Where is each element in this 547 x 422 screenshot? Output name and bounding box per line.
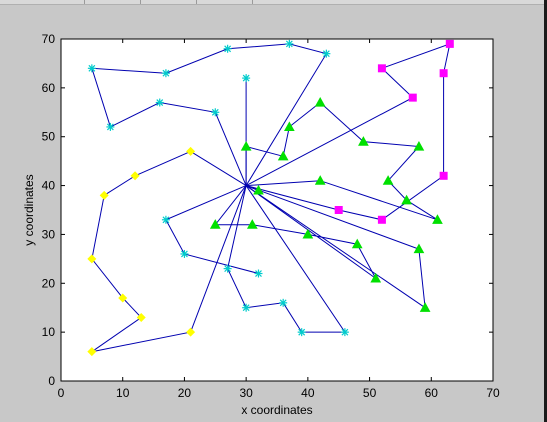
y-tick-label: 20 <box>42 276 56 290</box>
square-marker <box>334 206 343 214</box>
star-marker <box>254 269 263 278</box>
square-marker <box>439 69 448 78</box>
plot-area <box>60 38 494 382</box>
x-tick-label: 30 <box>239 386 253 400</box>
triangle-marker <box>253 184 264 195</box>
star-marker <box>161 215 170 224</box>
star-marker <box>340 328 349 337</box>
y-tick-label: 30 <box>42 227 56 241</box>
triangle-marker <box>413 140 425 151</box>
y-tick-label: 70 <box>42 32 56 46</box>
star-marker <box>106 122 115 131</box>
triangle-marker <box>283 121 295 132</box>
square-marker <box>408 93 417 102</box>
x-tick-label: 20 <box>178 386 192 400</box>
triangle-marker <box>413 243 425 254</box>
point-marker <box>99 190 109 200</box>
triangle-marker <box>382 175 394 185</box>
point-marker <box>186 146 196 156</box>
square-marker <box>439 171 448 180</box>
x-tick-label: 0 <box>58 386 65 400</box>
star-marker <box>297 328 306 337</box>
triangle-marker <box>314 96 326 107</box>
star-marker <box>285 39 294 48</box>
triangle-marker <box>240 140 252 151</box>
triangle-marker <box>419 302 431 312</box>
square-marker <box>377 64 386 73</box>
triangle-marker <box>370 272 382 283</box>
triangle-marker <box>432 214 443 224</box>
x-tick-label: 40 <box>301 386 315 400</box>
star-marker <box>279 298 288 307</box>
y-tick-label: 60 <box>42 81 56 95</box>
tour-line <box>91 43 328 186</box>
star-marker <box>242 74 251 83</box>
square-marker <box>377 215 386 224</box>
y-axis-label: y coordinates <box>22 174 36 245</box>
x-tick-label: 10 <box>116 386 130 400</box>
point-marker <box>87 254 97 264</box>
point-marker <box>87 347 97 357</box>
tour-line <box>91 150 247 353</box>
y-tick-label: 50 <box>42 130 56 144</box>
star-marker <box>322 49 331 58</box>
star-marker <box>242 303 251 312</box>
tour-line <box>165 185 259 274</box>
axes: 0 10 20 30 40 50 60 70 0 10 20 30 40 50 60 70 <box>42 32 500 400</box>
tour-line <box>245 185 426 309</box>
triangle-marker <box>302 228 314 239</box>
star-marker <box>161 69 170 78</box>
x-tick-label: 70 <box>486 386 500 400</box>
point-marker <box>130 171 140 181</box>
star-marker <box>180 249 189 258</box>
triangle-marker <box>358 136 369 146</box>
figure-toolbar-strip <box>0 0 547 5</box>
point-markers <box>87 39 454 357</box>
y-tick-label: 0 <box>48 374 55 388</box>
triangle-marker <box>209 219 221 229</box>
star-marker <box>211 108 220 117</box>
x-tick-label: 50 <box>363 386 377 400</box>
point-marker <box>186 327 196 337</box>
star-marker <box>223 44 232 53</box>
point-marker <box>118 293 128 303</box>
point-marker <box>136 312 146 322</box>
star-marker <box>223 264 232 273</box>
tour-line <box>245 101 438 221</box>
triangle-marker <box>314 175 326 185</box>
x-tick-label: 60 <box>425 386 439 400</box>
triangle-marker <box>401 194 412 205</box>
triangle-marker <box>246 219 258 229</box>
star-marker <box>155 98 164 107</box>
x-axis-label: x coordinates <box>241 403 312 417</box>
square-marker <box>445 39 454 48</box>
y-tick-label: 10 <box>42 325 56 339</box>
triangle-marker <box>351 238 363 249</box>
window-edge <box>544 0 547 422</box>
triangle-marker <box>277 150 289 161</box>
y-tick-label: 40 <box>42 179 56 193</box>
star-marker <box>87 64 96 73</box>
